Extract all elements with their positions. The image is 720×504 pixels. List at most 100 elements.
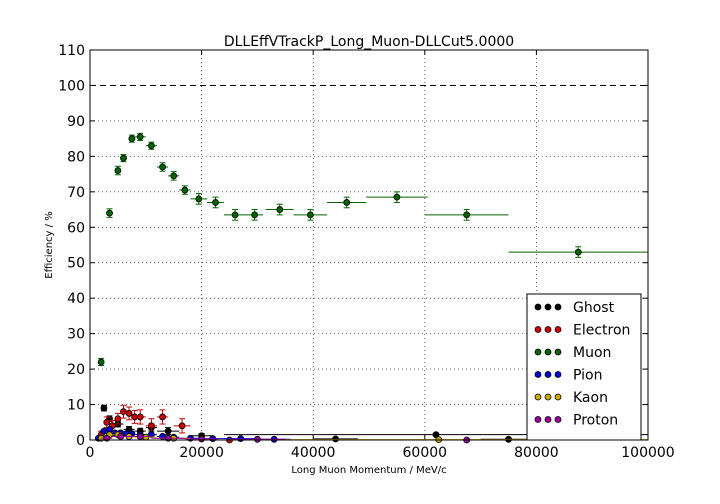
ghost-marker [432,431,440,439]
electron-marker [125,410,133,417]
proton-marker [253,435,261,443]
plot-frame [89,49,649,441]
pion-point [106,425,113,433]
ticks-layer: 0 20000 40000 60000 80000 100000 0 10 20 30 40 50 60… [58,43,674,461]
legend-label-kaon: Kaon [573,390,608,406]
muon-marker [181,186,189,194]
muon-marker [231,211,239,219]
legend-marker-kaon [544,393,552,401]
y-tick-label: 100 [58,78,85,94]
legend-item-ghost: Ghost [534,300,615,316]
proton-marker [117,433,125,440]
legend-marker-ghost [554,303,562,311]
electron-point [173,418,191,434]
legend-item-pion: Pion [534,368,602,384]
proton-marker [198,435,206,443]
series-electron [97,404,244,444]
x-tick-label: 40000 [291,445,336,461]
electron-marker [159,413,166,421]
muon-point [145,141,157,150]
legend-marker-electron [554,326,562,333]
muon-point [120,154,127,163]
muon-marker [251,211,259,219]
y-tick-label: 50 [67,256,85,272]
pion-point [100,427,108,435]
legend-marker-pion [554,371,562,378]
muon-marker [307,211,314,219]
kaon-marker [142,433,150,441]
muon-point [207,196,224,209]
legend-marker-muon [554,348,562,356]
muon-marker [97,358,105,366]
muon-point [327,196,367,209]
y-tick-label: 80 [67,149,85,165]
legend-label-pion: Pion [573,368,602,384]
muon-marker [195,195,203,203]
muon-marker [147,142,155,150]
muon-point [508,246,648,258]
ghost-point [100,404,108,412]
muon-marker [170,172,178,180]
ghost-marker [164,427,172,435]
x-tick-label: 20000 [179,445,224,461]
x-tick-label: 80000 [514,445,559,461]
data-layer [94,132,648,444]
x-tick-label: 60000 [403,445,448,461]
muon-marker [136,133,144,141]
y-tick-label: 40 [67,291,85,307]
muon-point [366,191,428,203]
y-tick-label: 30 [67,327,85,343]
electron-point [114,412,122,425]
muon-marker [159,163,166,171]
electron-point [120,404,127,419]
legend-item-proton: Proton [534,413,618,429]
electron-marker [103,418,111,426]
muon-marker [393,193,401,201]
muon-marker [574,248,582,256]
legend-label-proton: Proton [573,413,618,429]
legend-marker-muon [534,348,542,356]
y-tick-label: 10 [67,398,85,414]
legend-marker-ghost [544,303,552,311]
legend-item-electron: Electron [534,323,630,339]
legend-marker-electron [544,326,552,333]
muon-marker [343,199,351,206]
muon-point [223,209,247,221]
electron-marker [147,422,155,430]
x-tick-label: 100000 [621,445,674,461]
muon-marker [114,167,122,174]
muon-marker [120,154,127,162]
muon-point [424,209,509,221]
muon-point [106,208,113,218]
legend-marker-proton [554,416,562,423]
electron-point [134,409,146,425]
y-tick-label: 70 [67,185,85,201]
legend-label-ghost: Ghost [573,300,615,316]
legend-marker-pion [544,371,552,378]
legend-label-electron: Electron [573,323,630,339]
y-tick-label: 90 [67,114,85,130]
legend-marker-ghost [534,303,542,311]
ghost-point [156,427,180,436]
electron-marker [114,415,122,423]
legend-marker-proton [544,416,552,423]
legend-marker-pion [534,371,542,378]
muon-point [97,357,105,367]
chart-title: DLLEffVTrackP_Long_Muon-DLLCut5.0000 [224,34,514,50]
series-ghost [100,404,648,443]
electron-point [125,406,133,421]
legend-marker-proton [534,416,542,423]
legend-box [526,293,642,441]
muon-marker [212,199,219,206]
proton-point [112,433,130,440]
ghost-marker [332,435,339,443]
muon-marker [463,211,471,219]
muon-point [156,162,169,172]
electron-marker [178,422,186,430]
electron-marker [136,413,144,421]
series-muon [97,132,648,367]
muon-point [134,132,146,141]
muon-point [168,171,180,181]
legend-marker-kaon [554,393,562,401]
